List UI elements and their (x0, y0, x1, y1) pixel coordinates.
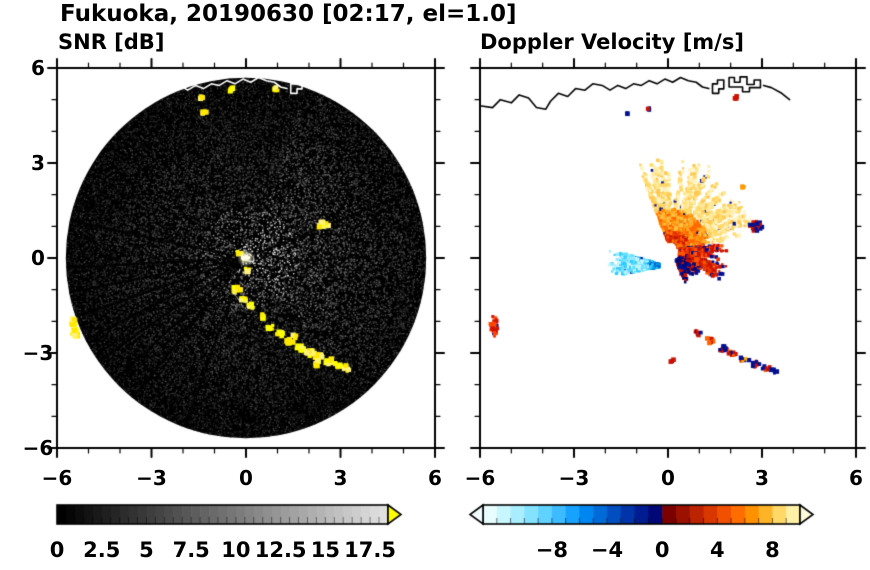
snr-colorbar-label: 17.5 (344, 538, 397, 562)
doppler-panel-title: Doppler Velocity [m/s] (480, 30, 744, 54)
snr-colorbar-canvas (45, 500, 425, 534)
snr-ppi-canvas (37, 56, 457, 471)
doppler-colorbar-label: −8 (535, 538, 569, 562)
figure-title: Fukuoka, 20190630 [02:17, el=1.0] (60, 1, 517, 27)
snr-colorbar-label: 0 (49, 538, 65, 562)
snr-colorbar-label: 2.5 (83, 538, 121, 562)
doppler-colorbar-label: 4 (709, 538, 725, 562)
snr-colorbar-label: 10 (221, 538, 251, 562)
doppler-colorbar-label: 8 (765, 538, 780, 562)
snr-panel-title: SNR [dB] (58, 30, 165, 54)
doppler-colorbar-label: −4 (590, 538, 624, 562)
doppler-colorbar-label: 0 (654, 538, 670, 562)
doppler-ppi-canvas (460, 56, 870, 471)
snr-colorbar-label: 7.5 (172, 538, 210, 562)
snr-colorbar-label: 12.5 (254, 538, 307, 562)
snr-colorbar-label: 15 (310, 538, 340, 562)
snr-colorbar-label: 5 (139, 538, 154, 562)
doppler-colorbar-canvas (455, 500, 835, 534)
